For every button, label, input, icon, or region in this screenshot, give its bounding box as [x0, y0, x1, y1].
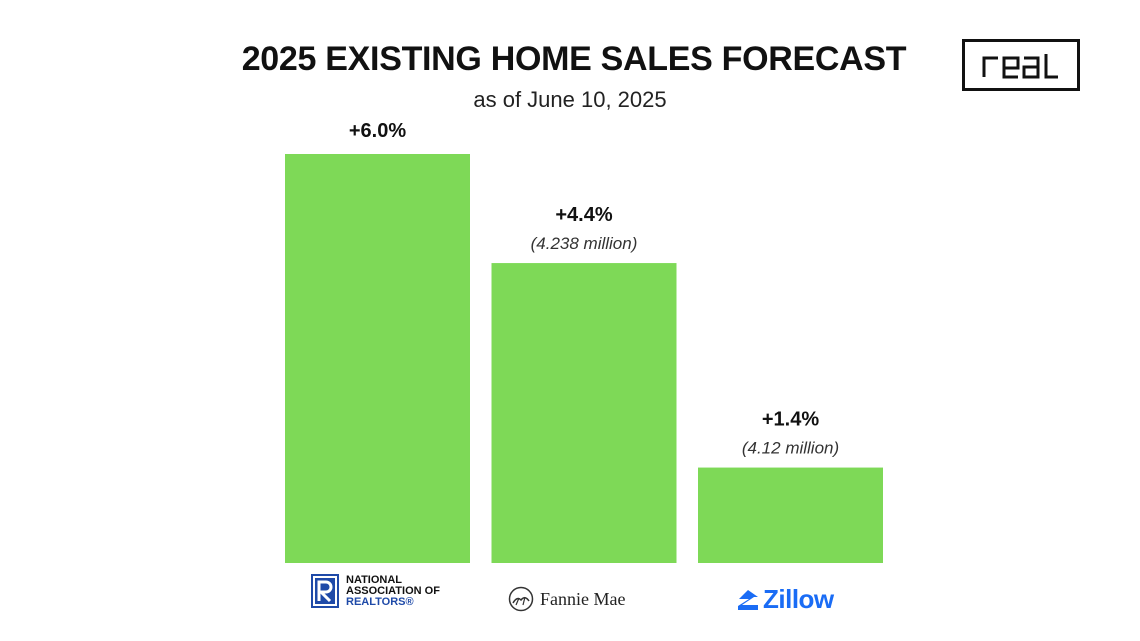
fannie-mae-logo: Fannie Mae	[508, 586, 625, 612]
nar-text-line3: REALTORS®	[346, 595, 414, 608]
bar-3	[698, 467, 883, 563]
bar-2	[491, 263, 677, 563]
zillow-text: Zillow	[763, 584, 834, 614]
nar-text-line1: NATIONAL	[346, 573, 403, 586]
bar-value-label-2: +4.4%	[555, 204, 612, 226]
bar-1	[285, 154, 470, 563]
realtor-r-icon	[311, 574, 339, 608]
bar-note-label-2: (4.238 million)	[531, 234, 638, 253]
bar-value-label-1: +6.0%	[349, 120, 406, 142]
zillow-z-icon	[738, 589, 758, 610]
chart-subtitle: as of June 10, 2025	[473, 87, 667, 112]
chart-title: 2025 EXISTING HOME SALES FORECAST	[241, 40, 907, 78]
real-brand-logo	[962, 39, 1080, 91]
nar-text-line2: ASSOCIATION OF	[346, 584, 440, 597]
zillow-logo: Zillow	[736, 584, 834, 615]
fannie-mae-text: Fannie Mae	[540, 588, 626, 609]
bar-value-label-3: +1.4%	[762, 409, 819, 431]
fannie-mae-house-icon	[508, 586, 534, 612]
nar-logo: NATIONAL ASSOCIATION OF REALTORS®	[311, 574, 440, 608]
real-logo-icon	[982, 54, 1058, 79]
bar-note-label-3: (4.12 million)	[742, 439, 839, 458]
